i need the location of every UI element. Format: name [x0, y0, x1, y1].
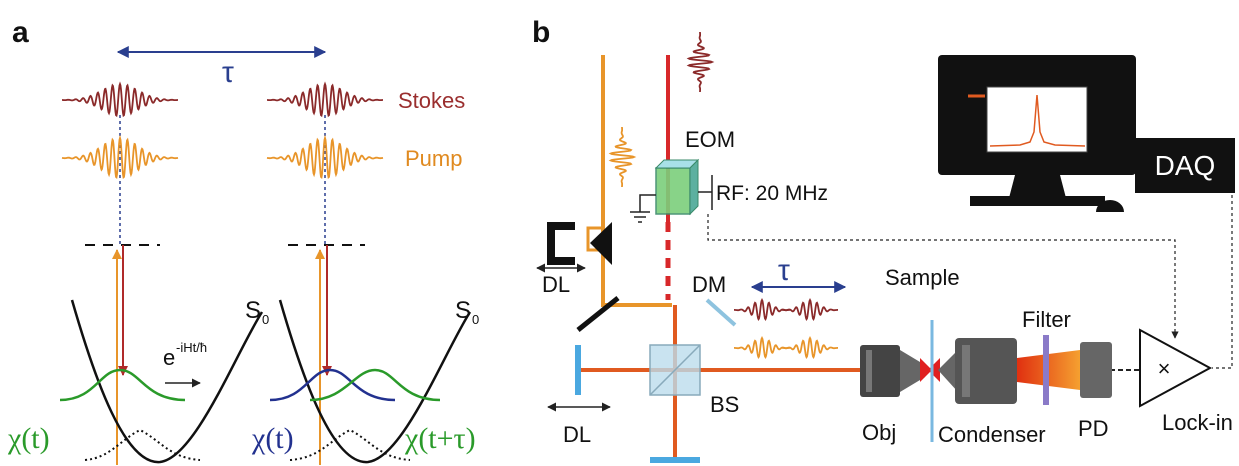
- pulse: [267, 84, 383, 116]
- pulse: [782, 300, 838, 319]
- lockin-label: Lock-in: [1162, 410, 1233, 435]
- panel-label: b: [532, 16, 550, 49]
- pulse: [62, 84, 178, 116]
- pulse: [611, 127, 634, 187]
- multiply-symbol: ×: [1158, 356, 1171, 381]
- optical-setup: [537, 55, 1235, 460]
- pulse: [782, 338, 838, 357]
- state-subscript: 0: [472, 312, 479, 327]
- propagator: e: [163, 345, 175, 370]
- rf-label: RF: 20 MHz: [716, 182, 828, 205]
- dichroic-label: DM: [692, 272, 726, 297]
- pulse: [689, 32, 712, 92]
- delay-line-label: DL: [542, 272, 570, 297]
- panel-label: a: [12, 16, 29, 49]
- beam-splitter-label: BS: [710, 392, 739, 417]
- filter-label: Filter: [1022, 307, 1071, 332]
- pulse: [734, 300, 790, 319]
- figure: a τ Stokes Pump e -iHt/ħ S 0 S 0 χ(t) χ(…: [0, 0, 1239, 466]
- condenser-label: Condenser: [938, 422, 1046, 447]
- wavepacket-label: χ(t+τ): [404, 422, 476, 455]
- photodiode-label: PD: [1078, 416, 1109, 441]
- daq-label: DAQ: [1155, 150, 1216, 181]
- objective-label: Obj: [862, 420, 896, 445]
- sample-label: Sample: [885, 265, 960, 290]
- state-subscript: 0: [262, 312, 269, 327]
- delay-line-label: DL: [563, 422, 591, 447]
- state-label: S: [245, 297, 261, 324]
- state-label: S: [455, 297, 471, 324]
- propagator-exponent: -iHt/ħ: [176, 340, 207, 355]
- stokes-label: Stokes: [398, 88, 465, 113]
- pulse: [734, 338, 790, 357]
- delay-symbol: τ: [778, 254, 790, 287]
- eom-label: EOM: [685, 127, 735, 152]
- wavepacket-label: χ(t): [251, 422, 294, 455]
- wavepacket-label: χ(t): [7, 422, 50, 455]
- delay-symbol: τ: [222, 56, 234, 89]
- pump-label: Pump: [405, 146, 462, 171]
